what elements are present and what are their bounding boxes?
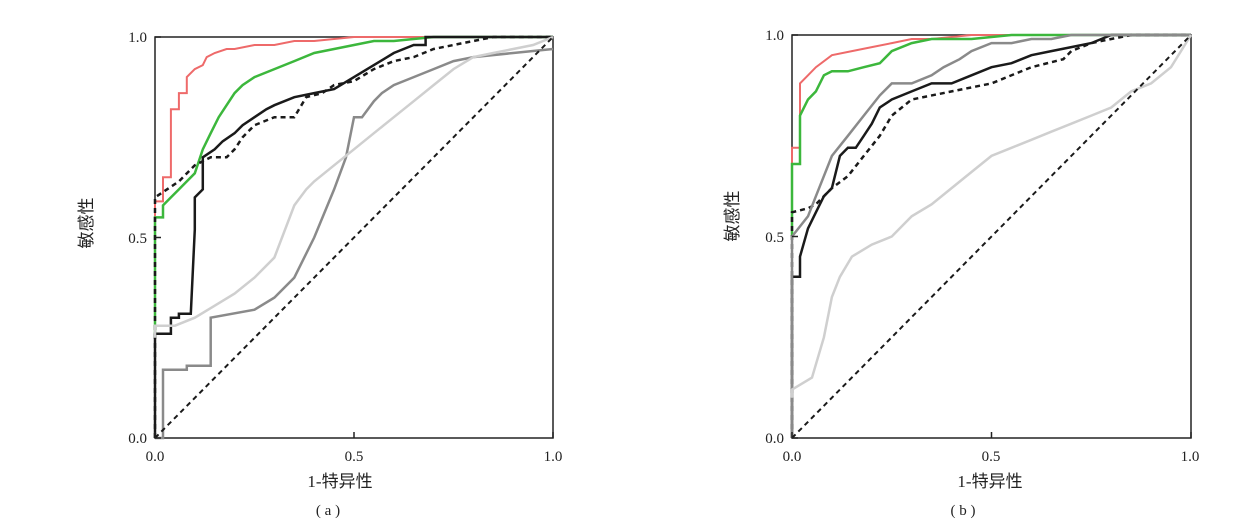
y-axis-label: 敏感性 — [77, 198, 96, 249]
x-tick-label: 0.0 — [146, 449, 165, 465]
y-axis-label: 敏感性 — [723, 191, 742, 242]
ticks-a — [154, 36, 554, 439]
roc-series-diagonal — [154, 36, 554, 439]
y-tick-label: 1.0 — [765, 28, 784, 44]
y-tick-label: 1.0 — [128, 30, 147, 46]
ticks-b — [791, 34, 1192, 439]
roc-series-light_gray — [790, 34, 1193, 398]
series-layer-a — [153, 35, 554, 440]
y-tick-label: 0.0 — [765, 431, 784, 447]
roc-series-red — [154, 36, 553, 438]
roc-series-diagonal — [791, 34, 1192, 439]
y-tick-label: 0.5 — [128, 231, 147, 247]
x-tick-label: 1.0 — [544, 449, 563, 465]
roc-series-light_gray — [153, 35, 554, 338]
panel-a: 0.0 0.5 1.0 0.0 0.5 1.0 1-特异性 敏感性 ( a ) — [77, 30, 562, 519]
x-tick-label: 0.0 — [783, 449, 802, 465]
panel-label-b: ( b ) — [951, 503, 976, 519]
y-tick-label: 0.5 — [765, 230, 784, 246]
x-tick-label: 0.5 — [982, 449, 1001, 465]
y-tick-label: 0.0 — [128, 431, 147, 447]
x-tick-label: 1.0 — [1181, 449, 1200, 465]
series-layer-b — [790, 33, 1193, 439]
panel-b: 0.0 0.5 1.0 0.0 0.5 1.0 1-特异性 敏感性 ( b ) — [723, 28, 1199, 519]
roc-series-green — [790, 33, 1191, 237]
panel-label-a: ( a ) — [316, 503, 340, 519]
x-tick-label: 0.5 — [345, 449, 364, 465]
roc-series-black — [790, 33, 1191, 438]
roc-series-dashed_black — [153, 35, 553, 438]
roc-series-gray — [790, 33, 1191, 438]
roc-series-gray — [155, 47, 554, 440]
x-axis-label: 1-特异性 — [307, 472, 372, 491]
roc-series-green — [153, 35, 553, 338]
roc-series-black — [153, 35, 553, 438]
x-axis-label: 1-特异性 — [957, 472, 1022, 491]
roc-series-dashed_black — [790, 33, 1191, 438]
